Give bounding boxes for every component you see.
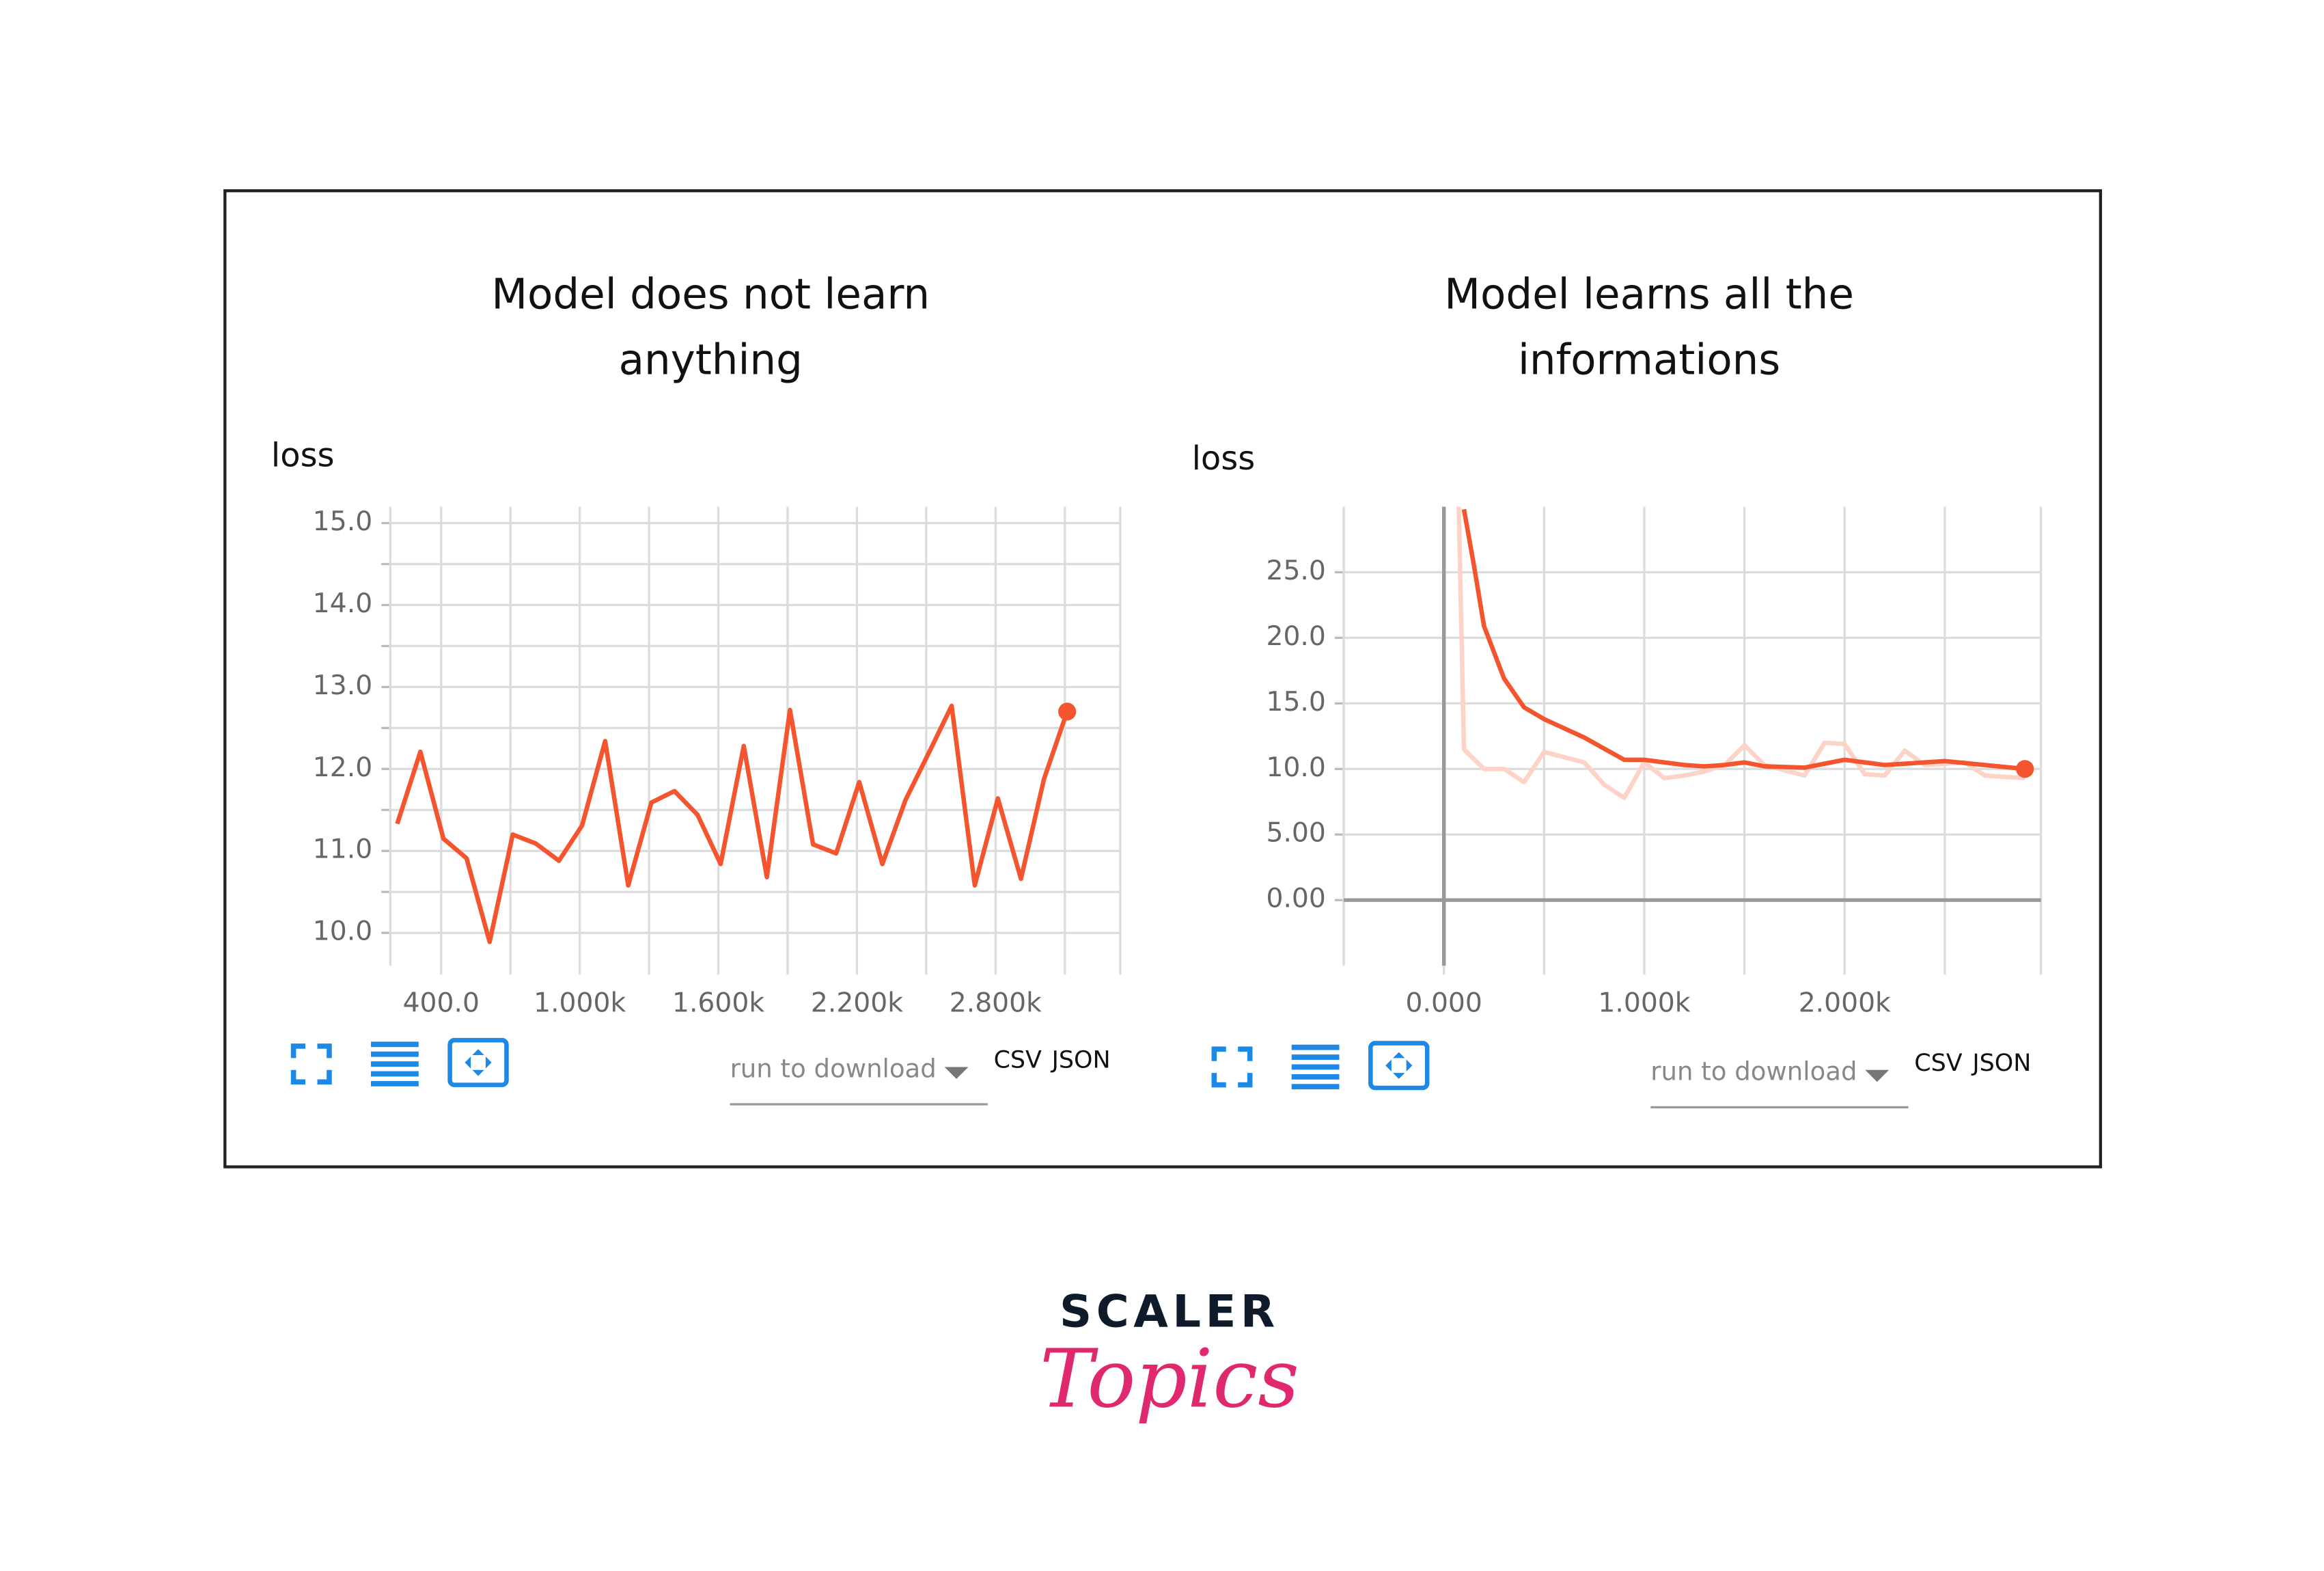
list-icon[interactable] (1291, 1044, 1340, 1050)
list-icon[interactable] (1291, 1054, 1340, 1060)
y-tick-label: 20.0 (1266, 621, 1325, 652)
fit-icon-arrows (1385, 1052, 1413, 1079)
brand-tagline: Topics (1040, 1333, 1299, 1426)
fit-icon[interactable] (447, 1037, 509, 1087)
brand-name: SCALER (1060, 1286, 1279, 1338)
list-icon[interactable] (371, 1041, 419, 1048)
list-icon[interactable] (1291, 1084, 1340, 1090)
y-axis-label: loss (1192, 439, 1256, 478)
csv-link[interactable]: CSV (994, 1047, 1042, 1074)
y-tick-label: 11.0 (313, 834, 372, 865)
end-marker (1058, 702, 1077, 721)
series-line (1456, 506, 2025, 800)
run-select[interactable]: run to download (730, 1054, 937, 1083)
end-marker (2016, 760, 2034, 778)
series-line (395, 703, 1070, 944)
chart-title: Model does not learn anything (491, 269, 930, 385)
y-tick-label: 10.0 (1266, 752, 1325, 783)
run-select[interactable]: run to download (1650, 1057, 1857, 1087)
y-tick-label: 10.0 (313, 916, 372, 947)
list-icon[interactable] (371, 1061, 419, 1067)
fit-icon[interactable] (1368, 1041, 1430, 1091)
x-tick-label: 1.000k (1598, 987, 1690, 1018)
y-tick-label: 5.00 (1266, 818, 1325, 849)
y-tick-label: 14.0 (313, 588, 372, 619)
dropdown-arrow (944, 1067, 969, 1079)
chart-title-box: Model learns all the informations (1444, 269, 1854, 385)
x-tick-label: 1.000k (534, 987, 626, 1018)
fullscreen-icon[interactable] (1211, 1046, 1253, 1088)
y-axis-label: loss (271, 437, 335, 475)
list-icon[interactable] (371, 1071, 419, 1077)
x-tick-label: 2.800k (950, 987, 1042, 1018)
chart-title-box: Model does not learn anything (491, 269, 930, 385)
x-tick-label: 1.600k (672, 987, 764, 1018)
x-tick-label: 400.0 (403, 987, 480, 1018)
y-tick-label: 13.0 (313, 670, 372, 701)
chart-title: Model learns all the informations (1444, 269, 1854, 385)
fit-icon-arrows (465, 1049, 492, 1076)
series-line (1461, 508, 2025, 771)
y-tick-label: 0.00 (1266, 884, 1325, 914)
csv-link[interactable]: CSV (1914, 1050, 1962, 1077)
json-link[interactable]: JSON (1051, 1047, 1111, 1074)
list-icon[interactable] (1291, 1074, 1340, 1080)
list-icon[interactable] (371, 1080, 419, 1087)
x-tick-label: 0.000 (1406, 987, 1482, 1018)
json-link[interactable]: JSON (1971, 1050, 2031, 1077)
x-tick-label: 2.200k (811, 987, 903, 1018)
x-tick-label: 2.000k (1799, 987, 1891, 1018)
y-tick-label: 12.0 (313, 752, 372, 783)
y-tick-label: 25.0 (1266, 556, 1325, 586)
frame (223, 189, 2103, 1169)
dropdown-arrow (1865, 1069, 1890, 1082)
fullscreen-icon[interactable] (290, 1043, 332, 1085)
y-tick-label: 15.0 (313, 506, 372, 537)
list-icon[interactable] (1291, 1064, 1340, 1070)
list-icon[interactable] (371, 1051, 419, 1057)
y-tick-label: 15.0 (1266, 687, 1325, 718)
